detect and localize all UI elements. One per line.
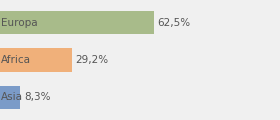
Text: 29,2%: 29,2% bbox=[76, 55, 109, 65]
Bar bbox=[0, 86, 20, 109]
Text: Europa: Europa bbox=[1, 18, 38, 28]
Text: 62,5%: 62,5% bbox=[158, 18, 191, 28]
Text: Africa: Africa bbox=[1, 55, 31, 65]
Bar bbox=[0, 48, 72, 72]
Text: 8,3%: 8,3% bbox=[24, 92, 51, 102]
Text: Asia: Asia bbox=[1, 92, 23, 102]
Bar bbox=[0, 11, 154, 34]
